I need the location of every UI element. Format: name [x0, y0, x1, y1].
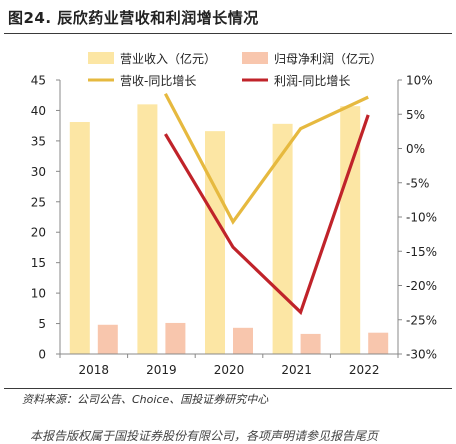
right-y-axis: -30% -25% -20% -15% -10% -5% 0% 5% 10%: [398, 74, 437, 362]
x-tick-label: 2018: [79, 363, 110, 377]
x-tick-label: 2022: [349, 363, 380, 377]
right-tick-label: -15%: [406, 245, 437, 259]
bottom-divider: [4, 388, 452, 389]
left-y-axis: 0 5 10 15 20 25 30 35 40 45: [31, 74, 60, 362]
x-tick-label: 2021: [281, 363, 312, 377]
legend-label: 营业收入（亿元）: [120, 51, 216, 66]
legend: 营业收入（亿元） 归母净利润（亿元） 营收-同比增长 利润-同比增长: [88, 51, 382, 88]
legend-label: 归母净利润（亿元）: [274, 51, 382, 66]
revenue-bar: [273, 124, 293, 354]
revenue-bar: [137, 104, 157, 354]
x-tick-label: 2019: [146, 363, 177, 377]
x-axis: 2018 2019 2020 2021 2022: [60, 354, 398, 377]
legend-label: 营收-同比增长: [120, 74, 196, 88]
right-tick-label: -5%: [406, 176, 429, 190]
x-tick-label: 2020: [214, 363, 245, 377]
revenue-bar: [70, 122, 90, 354]
profit-growth-line: [165, 115, 368, 312]
legend-swatch: [88, 52, 114, 64]
net-profit-bar: [165, 323, 185, 354]
left-tick-label: 25: [31, 195, 46, 209]
left-tick-label: 5: [38, 317, 46, 331]
net-profit-bar: [301, 334, 321, 354]
left-tick-label: 0: [38, 348, 46, 362]
net-profit-bar: [98, 325, 118, 354]
disclaimer-text: 本报告版权属于国投证券股份有限公司，各项声明请参见报告尾页: [30, 427, 378, 444]
net-profit-bar: [368, 333, 388, 354]
right-tick-label: 0%: [406, 142, 425, 156]
left-tick-label: 40: [31, 104, 46, 118]
right-tick-label: -20%: [406, 279, 437, 293]
bars-layer: [70, 104, 388, 354]
left-tick-label: 45: [31, 74, 46, 88]
left-tick-label: 20: [31, 226, 46, 240]
right-tick-label: -25%: [406, 313, 437, 327]
revenue-bar: [205, 131, 225, 354]
left-tick-label: 35: [31, 134, 46, 148]
left-tick-label: 15: [31, 256, 46, 270]
lines-layer: [165, 94, 368, 313]
right-tick-label: 10%: [406, 74, 433, 88]
left-tick-label: 10: [31, 287, 46, 301]
legend-swatch: [242, 52, 268, 64]
net-profit-bar: [233, 328, 253, 354]
source-note: 资料来源：公司公告、Choice、国投证券研究中心: [22, 391, 268, 407]
right-tick-label: -30%: [406, 348, 437, 362]
right-tick-label: 5%: [406, 108, 425, 122]
right-tick-label: -10%: [406, 211, 437, 225]
revenue-profit-chart: 营业收入（亿元） 归母净利润（亿元） 营收-同比增长 利润-同比增长 0 5 10 15 20…: [0, 0, 456, 388]
left-tick-label: 30: [31, 165, 46, 179]
legend-label: 利润-同比增长: [274, 74, 350, 88]
